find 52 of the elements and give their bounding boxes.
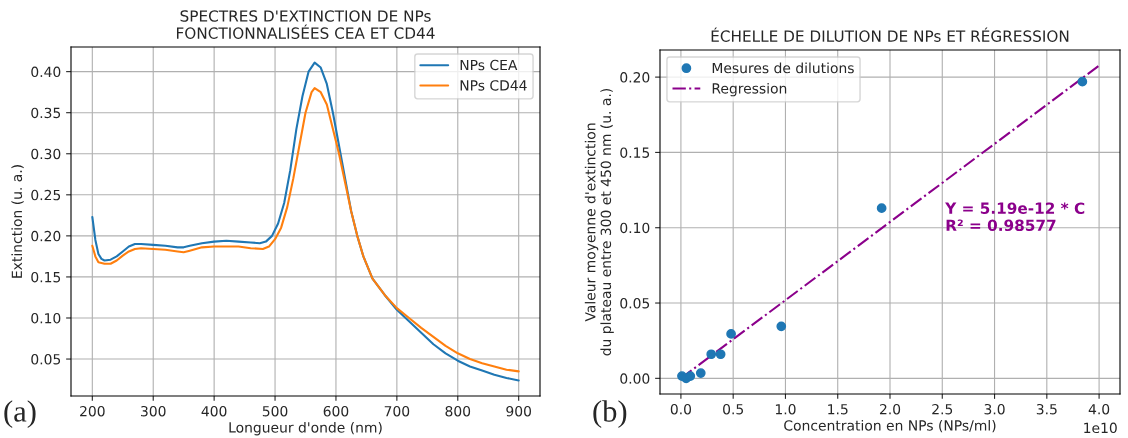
y-axis-title: Valeur moyenne d'extinction du plateau entre 300 et 450 nm (u. a.) [584, 88, 614, 356]
point [685, 371, 696, 381]
y-tick-label: 0.15 [31, 271, 61, 283]
x-tick-label: 300 [141, 405, 166, 417]
y-tick-label: 0.20 [620, 72, 650, 83]
x-tick-label: 1.0 [775, 403, 796, 415]
y-tick-label: 0.40 [31, 66, 61, 78]
y-tick-label: 0.25 [31, 189, 61, 201]
point [876, 203, 887, 214]
text: (a) [4, 400, 36, 428]
text: (b) [593, 400, 627, 428]
legend-label: Mesures de dilutions [712, 62, 854, 74]
x-tick-label: 4.0 [1088, 403, 1110, 415]
point [1077, 76, 1088, 87]
x-tick-label: 600 [323, 405, 349, 417]
y-tick-label: 0.15 [620, 147, 650, 158]
x-tick-label: 1.5 [828, 404, 848, 415]
x-tick-label: 0.5 [723, 403, 744, 415]
x-tick-label: 2.5 [932, 403, 953, 415]
legend-label: Regression [712, 82, 787, 97]
y-tick-label: 0.35 [31, 107, 61, 119]
x-tick-label: 900 [506, 405, 532, 417]
x-tick-label: 800 [445, 405, 471, 417]
x-tick-label: 500 [262, 405, 288, 417]
x-tick-label: 200 [80, 405, 105, 417]
x-tick-label: 3.5 [1036, 403, 1057, 415]
x-tick-label: 0.0 [670, 403, 692, 415]
annotation: Y = 5.19e-12 * C R² = 0.98577 [945, 202, 1085, 232]
point [695, 368, 706, 378]
y-tick-label: 0.05 [31, 354, 61, 365]
x-axis-title: Concentration en NPs (NPs/ml) [784, 419, 996, 433]
y-tick-label: 0.30 [31, 148, 61, 160]
x-tick-label: 400 [201, 405, 227, 417]
legend-label: NPs CEA [460, 59, 518, 71]
y-tick-label: 0.10 [31, 312, 61, 324]
x-axis-title: Longueur d'onde (nm) [229, 421, 382, 436]
y-tick-label: 0.10 [620, 222, 650, 234]
point [726, 329, 736, 339]
x-tick-label: 2.0 [879, 403, 901, 415]
text: 1e10 [1084, 422, 1117, 434]
y-axis-title: Extinction (u. a.) [11, 165, 24, 278]
legend-label: NPs CD44 [460, 80, 527, 91]
y-tick-label: 0.05 [620, 298, 650, 309]
chart-title: SPECTRES D'EXTINCTION DE NPs FONCTIONNALISÉES CEA ET CD44 [176, 10, 435, 39]
point [776, 321, 787, 332]
point [715, 349, 726, 360]
y-tick-label: 0.00 [620, 373, 650, 384]
y-tick-label: 0.20 [31, 230, 61, 242]
x-tick-label: 3.0 [984, 403, 1005, 415]
chart-title: ÉCHELLE DE DILUTION DE NPs ET RÉGRESSION [711, 27, 1069, 42]
x-tick-label: 700 [384, 405, 410, 417]
point [706, 349, 717, 360]
